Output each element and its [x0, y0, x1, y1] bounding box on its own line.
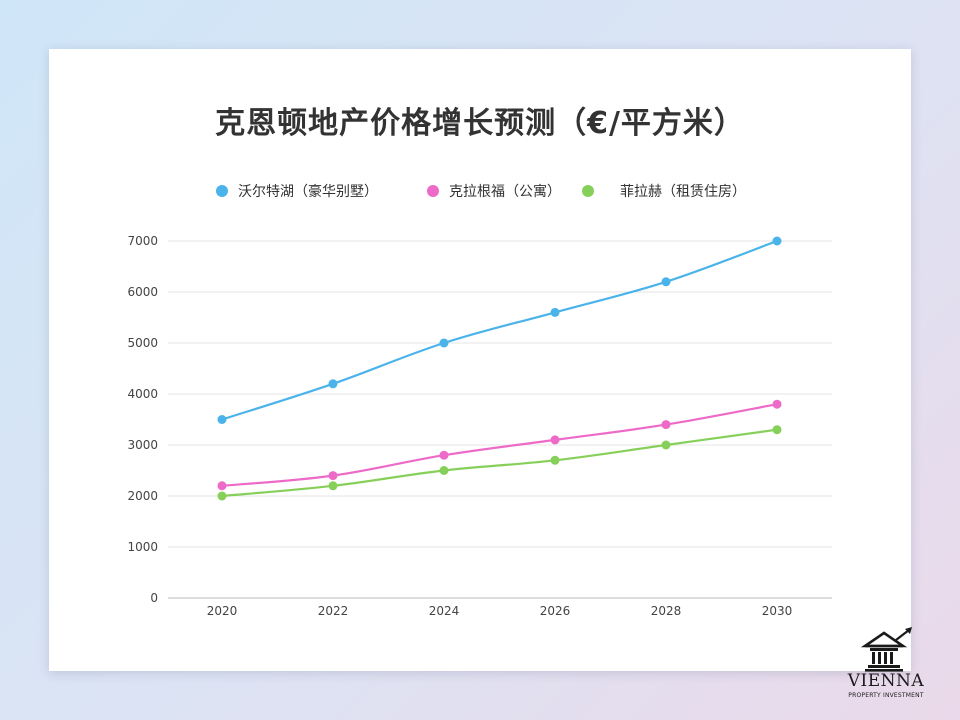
data-point	[217, 491, 227, 501]
x-tick-label: 2022	[318, 604, 349, 618]
y-tick-label: 2000	[127, 489, 158, 503]
x-tick-label: 2030	[762, 604, 793, 618]
y-tick-label: 6000	[127, 285, 158, 299]
data-point	[439, 450, 449, 460]
data-point	[550, 307, 560, 317]
y-tick-label: 1000	[127, 540, 158, 554]
data-point	[439, 338, 449, 348]
data-point	[217, 415, 227, 424]
logo-subtitle: PROPERTY INVESTMENT	[848, 692, 924, 699]
data-point	[328, 379, 338, 389]
x-tick-label: 2024	[429, 604, 460, 618]
legend-item-villach[interactable]: 菲拉赫（租赁住房）	[582, 181, 746, 201]
data-point	[550, 435, 560, 445]
series-line-1	[221, 403, 778, 487]
data-point	[772, 425, 782, 435]
legend-item-waltersee[interactable]: 沃尔特湖（豪华别墅）	[216, 181, 378, 201]
data-point	[772, 399, 782, 409]
y-tick-label: 4000	[127, 387, 158, 401]
logo-name: VIENNA	[847, 671, 925, 691]
data-point	[661, 440, 671, 450]
legend-marker-icon	[582, 185, 594, 197]
x-tick-label: 2026	[540, 604, 571, 618]
data-point	[661, 420, 671, 430]
legend-marker-icon	[427, 185, 439, 197]
series-line-0	[221, 239, 778, 421]
x-tick-label: 2020	[207, 604, 238, 618]
data-point	[328, 481, 338, 491]
legend-label: 克拉根福（公寓）	[449, 184, 561, 200]
legend-label: 沃尔特湖（豪华别墅）	[238, 184, 378, 200]
data-point	[550, 455, 560, 465]
y-tick-label: 5000	[127, 336, 158, 350]
series-line-2	[221, 428, 778, 498]
y-tick-label: 7000	[127, 234, 158, 248]
data-point	[661, 277, 671, 287]
data-point	[217, 481, 227, 491]
chart-card	[49, 49, 911, 671]
data-point	[439, 466, 449, 475]
bank-building-growth-icon	[860, 627, 912, 672]
data-point	[328, 471, 338, 481]
legend-marker-icon	[216, 185, 228, 197]
legend-item-klagenfurt[interactable]: 克拉根福（公寓）	[427, 181, 561, 201]
legend-label: 菲拉赫（租赁住房）	[620, 184, 746, 200]
legend: 沃尔特湖（豪华别墅） 克拉根福（公寓） 菲拉赫（租赁住房）	[0, 181, 960, 203]
y-tick-label: 0	[150, 591, 158, 605]
x-tick-label: 2028	[651, 604, 682, 618]
data-point	[772, 236, 782, 246]
chart-title: 克恩顿地产价格增长预测（€/平方米）	[215, 106, 745, 141]
y-tick-label: 3000	[127, 438, 158, 452]
